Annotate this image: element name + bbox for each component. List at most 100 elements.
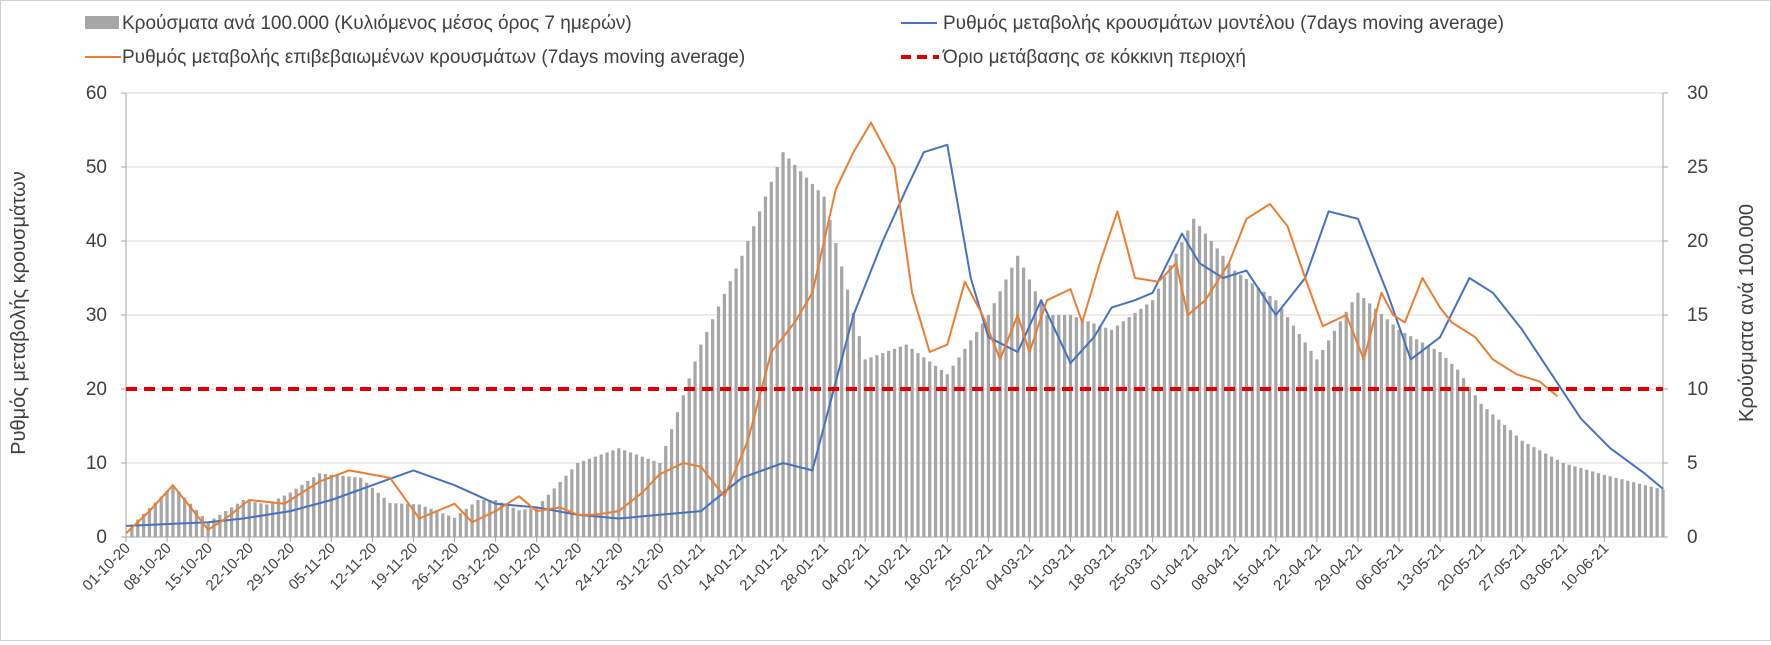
case-bar xyxy=(282,495,287,537)
case-bar xyxy=(793,164,797,537)
case-bar xyxy=(1614,477,1618,537)
case-bar xyxy=(1215,248,1219,537)
case-bar xyxy=(1479,403,1483,537)
case-bar xyxy=(529,508,533,537)
case-bar xyxy=(1033,291,1037,537)
case-bar xyxy=(781,152,785,537)
case-bar xyxy=(1626,480,1630,537)
case-bar xyxy=(1362,298,1366,537)
case-bar xyxy=(136,519,140,537)
case-bar xyxy=(699,344,703,537)
case-bar xyxy=(892,348,897,537)
case-bar xyxy=(881,353,885,537)
case-bar xyxy=(611,450,615,537)
case-bar xyxy=(458,513,462,537)
case-bar xyxy=(799,171,803,538)
case-bar xyxy=(951,365,955,537)
case-bar xyxy=(822,196,826,537)
case-bar xyxy=(452,517,457,537)
y-left-tick-label: 10 xyxy=(86,453,107,474)
case-bar xyxy=(540,501,545,537)
case-bar xyxy=(628,452,633,537)
case-bar xyxy=(623,450,627,537)
case-bar xyxy=(1016,255,1020,538)
case-bar xyxy=(1397,329,1401,537)
case-bar xyxy=(253,502,257,537)
case-bar xyxy=(364,482,369,537)
case-bar xyxy=(1643,485,1648,537)
y-left-tick-label: 50 xyxy=(86,157,107,178)
case-bar xyxy=(300,484,304,537)
model-rate-line xyxy=(125,143,1664,527)
case-bar xyxy=(1590,471,1595,537)
series-lines xyxy=(125,121,1664,535)
case-bar xyxy=(1338,321,1342,537)
case-bar xyxy=(159,496,163,537)
case-bar xyxy=(1068,315,1073,537)
case-bar xyxy=(1186,230,1190,537)
case-bar xyxy=(1285,317,1290,537)
case-bar xyxy=(922,357,926,537)
case-bar xyxy=(229,507,234,537)
case-bar xyxy=(904,344,908,537)
y-left-tick-label: 60 xyxy=(86,83,107,104)
case-bar xyxy=(652,460,656,537)
case-bar xyxy=(1244,279,1249,537)
case-bar xyxy=(359,477,363,537)
case-bar xyxy=(1239,274,1243,537)
y-right-ticks: 0 5 10 15 20 25 30 xyxy=(1663,83,1708,548)
case-bar xyxy=(552,488,556,537)
y-left-tick-label: 0 xyxy=(96,527,107,548)
case-bar xyxy=(1473,395,1477,537)
case-bar xyxy=(1327,340,1331,537)
case-bar xyxy=(851,312,856,537)
case-bar xyxy=(329,474,333,537)
case-bar xyxy=(1585,469,1589,537)
case-bar xyxy=(617,448,621,537)
case-bar xyxy=(1502,424,1507,537)
case-bar xyxy=(1555,459,1560,537)
case-bar xyxy=(1602,474,1606,537)
case-bar xyxy=(1620,479,1624,537)
case-bar xyxy=(235,503,240,537)
legend: Κρούσματα ανά 100.000 (Κυλιόμενος μέσος … xyxy=(85,13,1504,68)
legend-label-confirmed: Ρυθμός μεταβολής επιβεβαιωμένων κρουσμάτ… xyxy=(122,47,745,68)
y-left-axis-title: Ρυθμός μεταβολής κρουσμάτων xyxy=(8,171,30,455)
case-bar xyxy=(646,458,650,537)
case-bar xyxy=(1045,315,1049,537)
case-bar xyxy=(681,395,685,537)
legend-label-bars: Κρούσματα ανά 100.000 (Κυλιόμενος μέσος … xyxy=(122,13,632,34)
case-bar xyxy=(1637,483,1642,537)
case-bar xyxy=(188,503,193,537)
case-bar xyxy=(1344,311,1348,537)
y-left-tick-label: 40 xyxy=(86,231,107,252)
case-bar xyxy=(183,497,187,537)
case-bar xyxy=(1444,357,1448,537)
case-bar xyxy=(939,369,944,537)
y-right-tick-label: 20 xyxy=(1687,231,1708,252)
case-bar xyxy=(845,289,850,537)
case-bar xyxy=(312,477,316,537)
case-bar xyxy=(1074,317,1078,537)
case-bar xyxy=(441,513,445,537)
case-bar xyxy=(505,505,509,537)
y-left-tick-label: 20 xyxy=(86,379,107,400)
y-right-tick-label: 15 xyxy=(1687,305,1708,326)
case-bar xyxy=(1538,450,1542,537)
case-bar xyxy=(705,331,709,537)
case-bar xyxy=(775,167,779,537)
case-bar xyxy=(1004,279,1008,537)
case-bar xyxy=(1250,283,1254,537)
case-bar xyxy=(470,504,474,537)
case-bar xyxy=(1180,242,1184,537)
case-bar xyxy=(740,255,744,538)
case-bar xyxy=(1403,332,1407,537)
case-bar xyxy=(323,473,328,537)
case-bar xyxy=(417,504,421,537)
case-bar xyxy=(247,501,251,537)
case-bar xyxy=(153,502,157,537)
case-bar xyxy=(1086,321,1090,537)
case-bar xyxy=(664,446,668,537)
case-bar xyxy=(288,492,292,537)
confirmed-rate-line xyxy=(125,121,1559,535)
